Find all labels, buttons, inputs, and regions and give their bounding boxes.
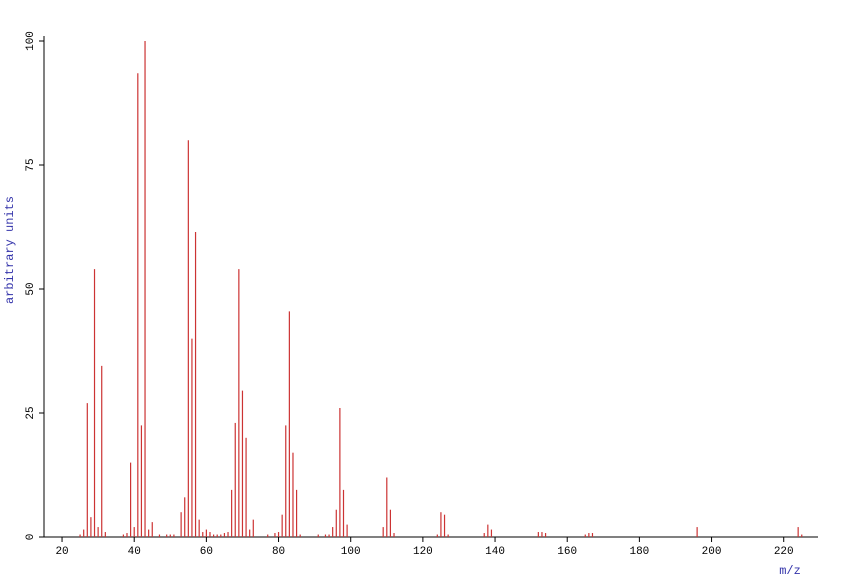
y-tick-label: 50 [25, 282, 37, 295]
y-tick-label: 75 [25, 158, 37, 171]
x-tick-label: 200 [702, 546, 722, 558]
x-tick-label: 100 [341, 546, 361, 558]
x-tick-label: 20 [55, 546, 68, 558]
x-tick-label: 60 [200, 546, 213, 558]
y-axis-label: arbitrary units [3, 196, 17, 304]
x-tick-label: 160 [557, 546, 577, 558]
x-tick-label: 220 [774, 546, 794, 558]
x-tick-label: 120 [413, 546, 433, 558]
x-tick-label: 180 [629, 546, 649, 558]
x-tick-label: 40 [128, 546, 141, 558]
x-tick-label: 140 [485, 546, 505, 558]
y-tick-label: 25 [25, 406, 37, 419]
x-axis-label: m/z [779, 564, 801, 578]
y-tick-label: 0 [25, 534, 37, 541]
y-tick-label: 100 [25, 31, 37, 51]
x-tick-label: 80 [272, 546, 285, 558]
